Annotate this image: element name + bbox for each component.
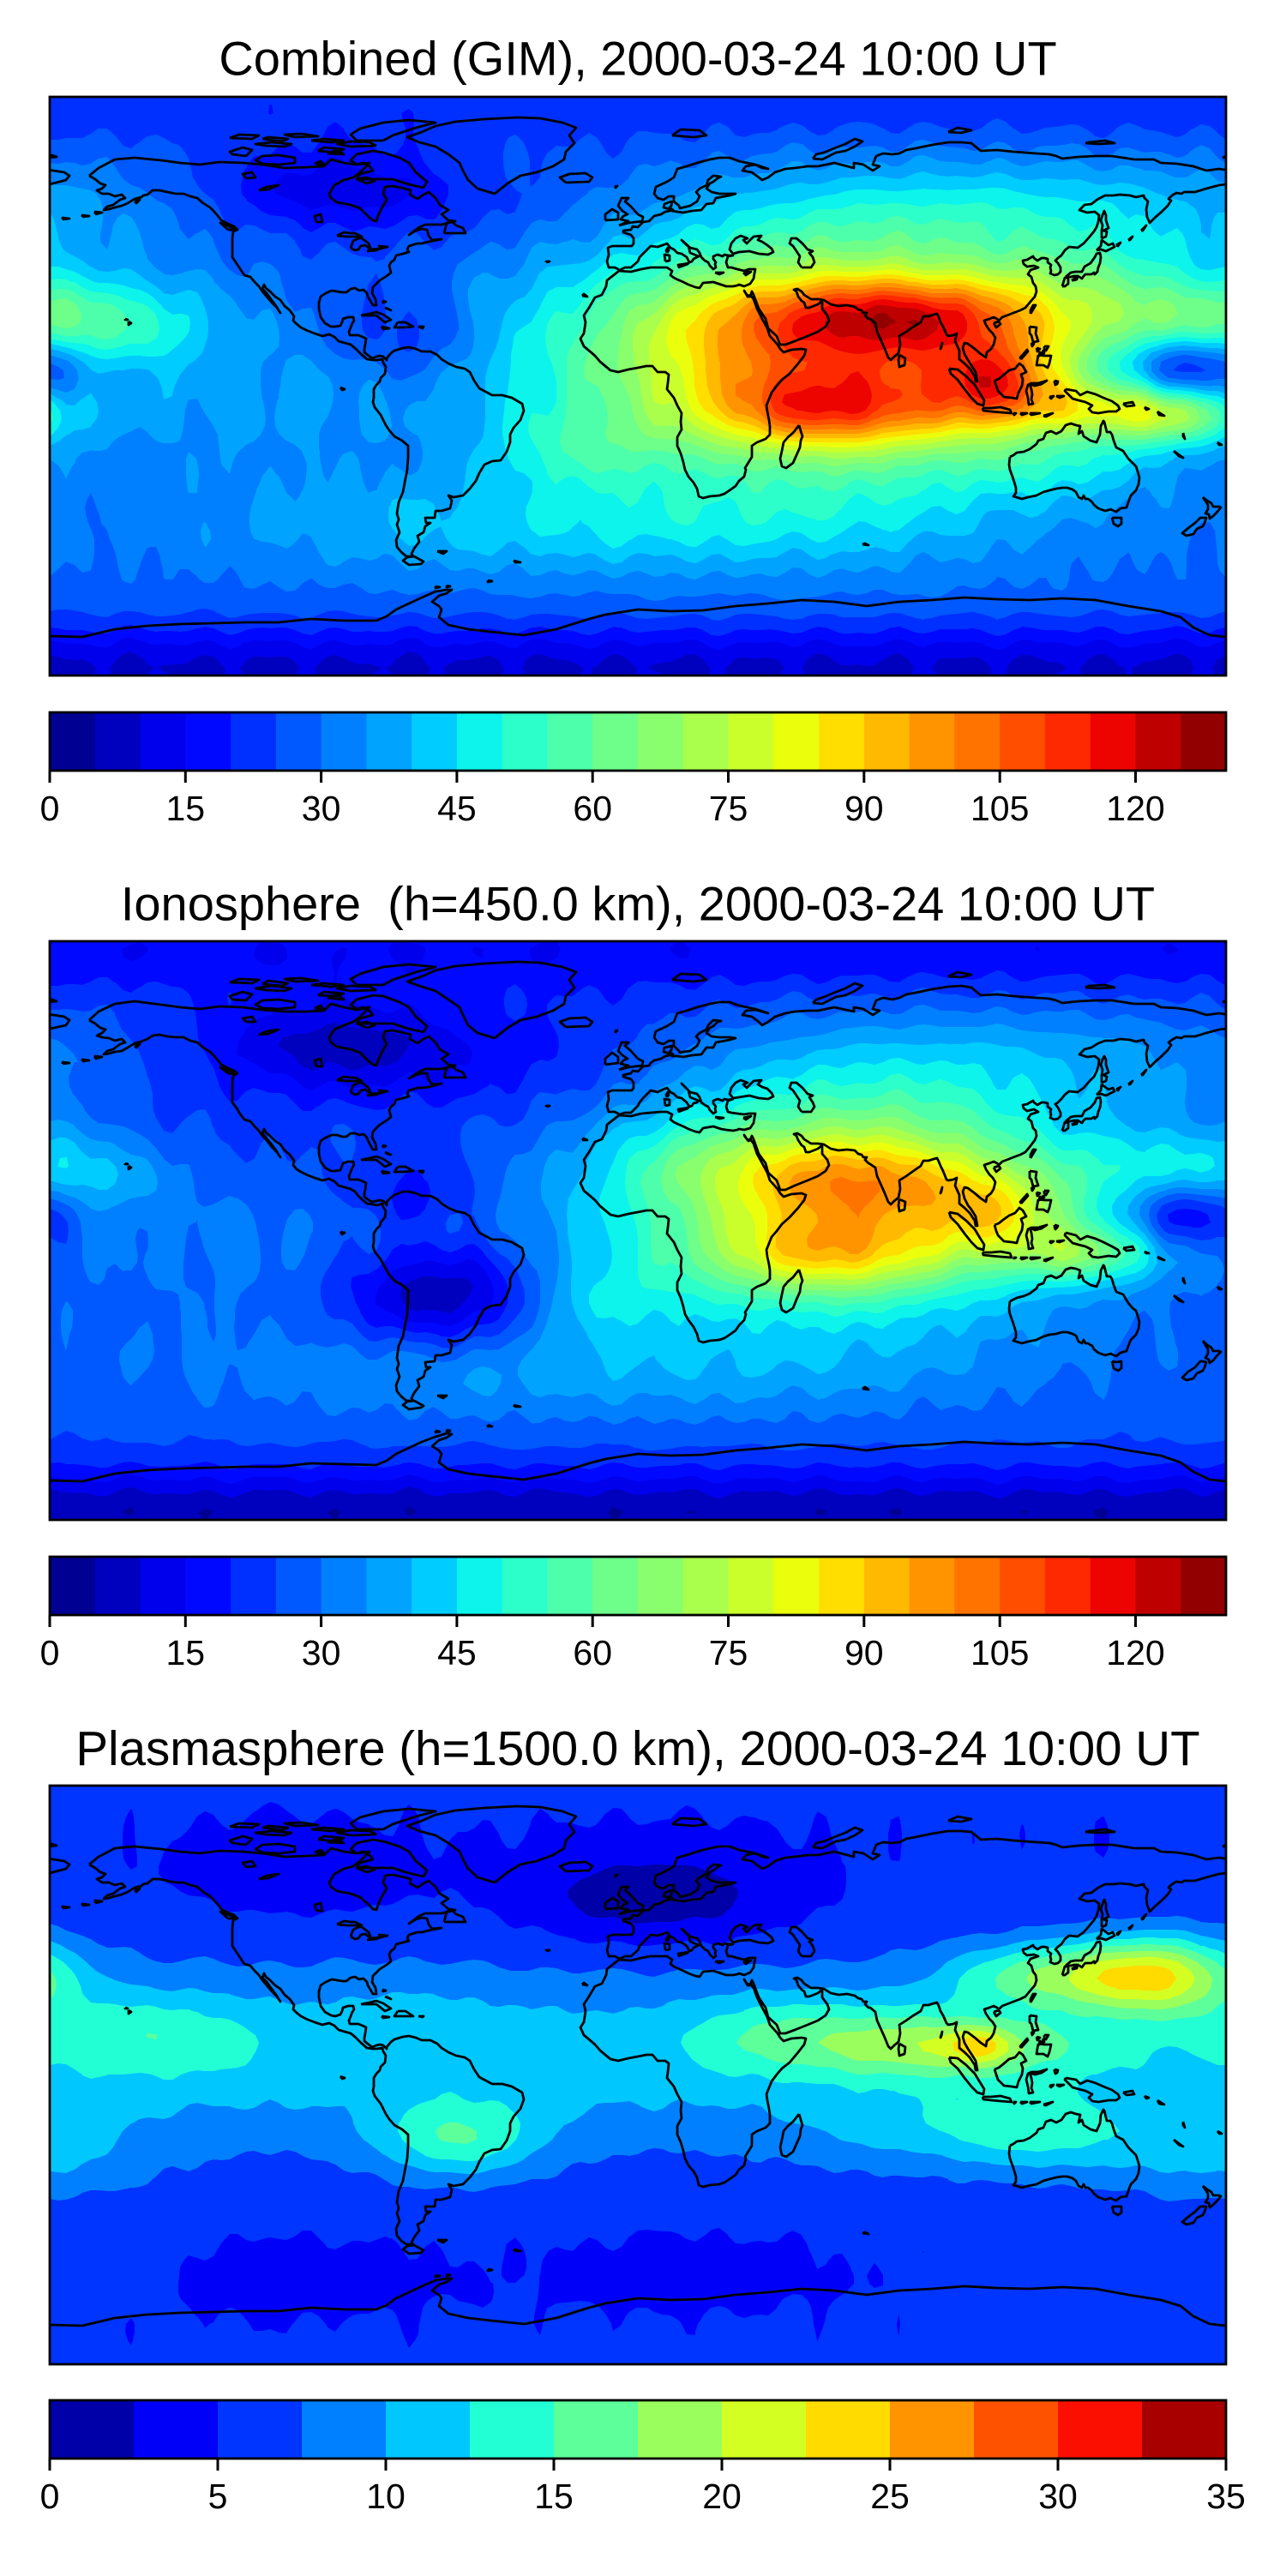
svg-text:Combined (GIM), 2000-03-24 10:: Combined (GIM), 2000-03-24 10:00 UT (219, 32, 1056, 86)
svg-text:30: 30 (302, 789, 341, 828)
svg-text:15: 15 (165, 1633, 205, 1672)
svg-text:20: 20 (702, 2477, 742, 2516)
svg-text:45: 45 (437, 789, 477, 828)
svg-text:0: 0 (40, 789, 60, 828)
svg-text:25: 25 (870, 2477, 910, 2516)
svg-text:5: 5 (208, 2477, 228, 2516)
svg-text:120: 120 (1106, 1633, 1164, 1672)
svg-text:45: 45 (437, 1633, 477, 1672)
svg-text:75: 75 (709, 789, 748, 828)
svg-text:0: 0 (40, 2477, 60, 2516)
svg-text:0: 0 (40, 1633, 60, 1672)
svg-text:90: 90 (844, 789, 884, 828)
svg-text:60: 60 (573, 1633, 612, 1672)
svg-text:30: 30 (302, 1633, 341, 1672)
svg-text:105: 105 (971, 1633, 1029, 1672)
svg-text:Plasmasphere (h=1500.0 km), 20: Plasmasphere (h=1500.0 km), 2000-03-24 1… (75, 1721, 1199, 1775)
svg-text:15: 15 (534, 2477, 574, 2516)
svg-text:90: 90 (844, 1633, 884, 1672)
svg-text:15: 15 (165, 789, 205, 828)
svg-text:Ionosphere (h=450.0 km), 2000: Ionosphere (h=450.0 km), 2000-03-24 10:0… (121, 877, 1155, 931)
svg-text:10: 10 (366, 2477, 406, 2516)
svg-text:30: 30 (1038, 2477, 1078, 2516)
svg-text:60: 60 (573, 789, 612, 828)
svg-text:75: 75 (709, 1633, 748, 1672)
svg-text:105: 105 (971, 789, 1029, 828)
svg-text:120: 120 (1106, 789, 1164, 828)
svg-text:35: 35 (1206, 2477, 1246, 2516)
